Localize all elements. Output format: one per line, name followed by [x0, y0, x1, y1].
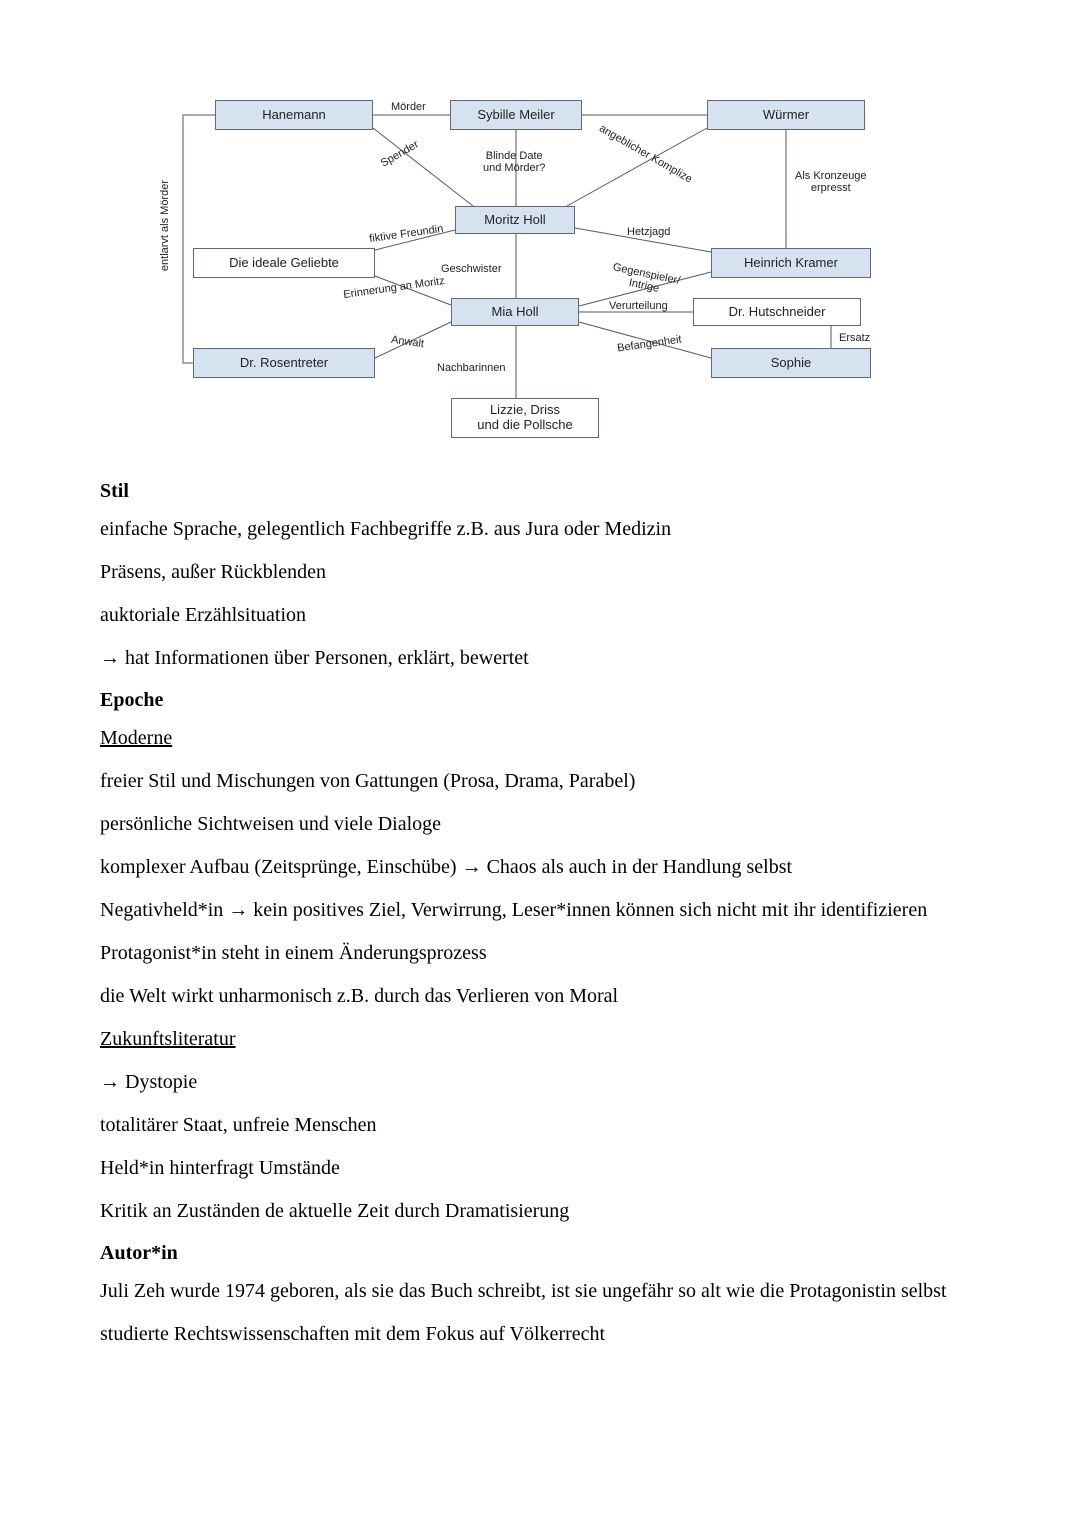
- subheading-moderne: Moderne: [100, 726, 980, 751]
- paragraph: einfache Sprache, gelegentlich Fachbegri…: [100, 517, 980, 542]
- heading-stil: Stil: [100, 480, 980, 503]
- vertical-edge-label: entlarvt als Mörder: [159, 180, 171, 271]
- paragraph: Präsens, außer Rückblenden: [100, 560, 980, 585]
- paragraph: totalitärer Staat, unfreie Menschen: [100, 1113, 980, 1138]
- subheading-zukunft: Zukunftsliteratur: [100, 1027, 980, 1052]
- paragraph: freier Stil und Mischungen von Gattungen…: [100, 769, 980, 794]
- edge-label: Hetzjagd: [627, 226, 670, 238]
- diagram-node-wuermer: Würmer: [707, 100, 865, 130]
- paragraph: komplexer Aufbau (Zeitsprünge, Einschübe…: [100, 855, 980, 880]
- diagram-node-moritz: Moritz Holl: [455, 206, 575, 234]
- edge-label: Geschwister: [441, 263, 502, 275]
- paragraph: die Welt wirkt unharmonisch z.B. durch d…: [100, 984, 980, 1009]
- paragraph: → Dystopie: [100, 1070, 980, 1095]
- diagram-node-geliebte: Die ideale Geliebte: [193, 248, 375, 278]
- edge-label: Mörder: [391, 101, 426, 113]
- edge-label: Als Kronzeuge erpresst: [795, 170, 867, 194]
- paragraph: → hat Informationen über Personen, erklä…: [100, 646, 980, 671]
- edge-label: Ersatz: [839, 332, 870, 344]
- paragraph: persönliche Sichtweisen und viele Dialog…: [100, 812, 980, 837]
- character-diagram: Hanemann Sybille Meiler Würmer Moritz Holl D…: [155, 100, 925, 455]
- edge-label: Nachbarinnen: [437, 362, 506, 374]
- paragraph: Kritik an Zuständen de aktuelle Zeit dur…: [100, 1199, 980, 1224]
- paragraph: auktoriale Erzählsituation: [100, 603, 980, 628]
- diagram-node-hutschn: Dr. Hutschneider: [693, 298, 861, 326]
- edge-wuermer-moritz: [567, 128, 707, 206]
- diagram-node-mia: Mia Holl: [451, 298, 579, 326]
- diagram-node-hanemann: Hanemann: [215, 100, 373, 130]
- edge-label: Blinde Date und Mörder?: [483, 150, 545, 174]
- edge-label: Verurteilung: [609, 300, 668, 312]
- heading-epoche: Epoche: [100, 689, 980, 712]
- paragraph: studierte Rechtswissenschaften mit dem F…: [100, 1322, 980, 1347]
- diagram-node-sybille: Sybille Meiler: [450, 100, 582, 130]
- heading-autor: Autor*in: [100, 1242, 980, 1265]
- paragraph: Protagonist*in steht in einem Änderungsp…: [100, 941, 980, 966]
- edge-hanemann-rosentr: [183, 115, 215, 363]
- diagram-node-sophie: Sophie: [711, 348, 871, 378]
- diagram-node-lizzie: Lizzie, Driss und die Pollsche: [451, 398, 599, 438]
- diagram-node-kramer: Heinrich Kramer: [711, 248, 871, 278]
- paragraph: Juli Zeh wurde 1974 geboren, als sie das…: [100, 1279, 980, 1304]
- diagram-node-rosentr: Dr. Rosentreter: [193, 348, 375, 378]
- paragraph: Held*in hinterfragt Umstände: [100, 1156, 980, 1181]
- paragraph: Negativheld*in → kein positives Ziel, Ve…: [100, 898, 980, 923]
